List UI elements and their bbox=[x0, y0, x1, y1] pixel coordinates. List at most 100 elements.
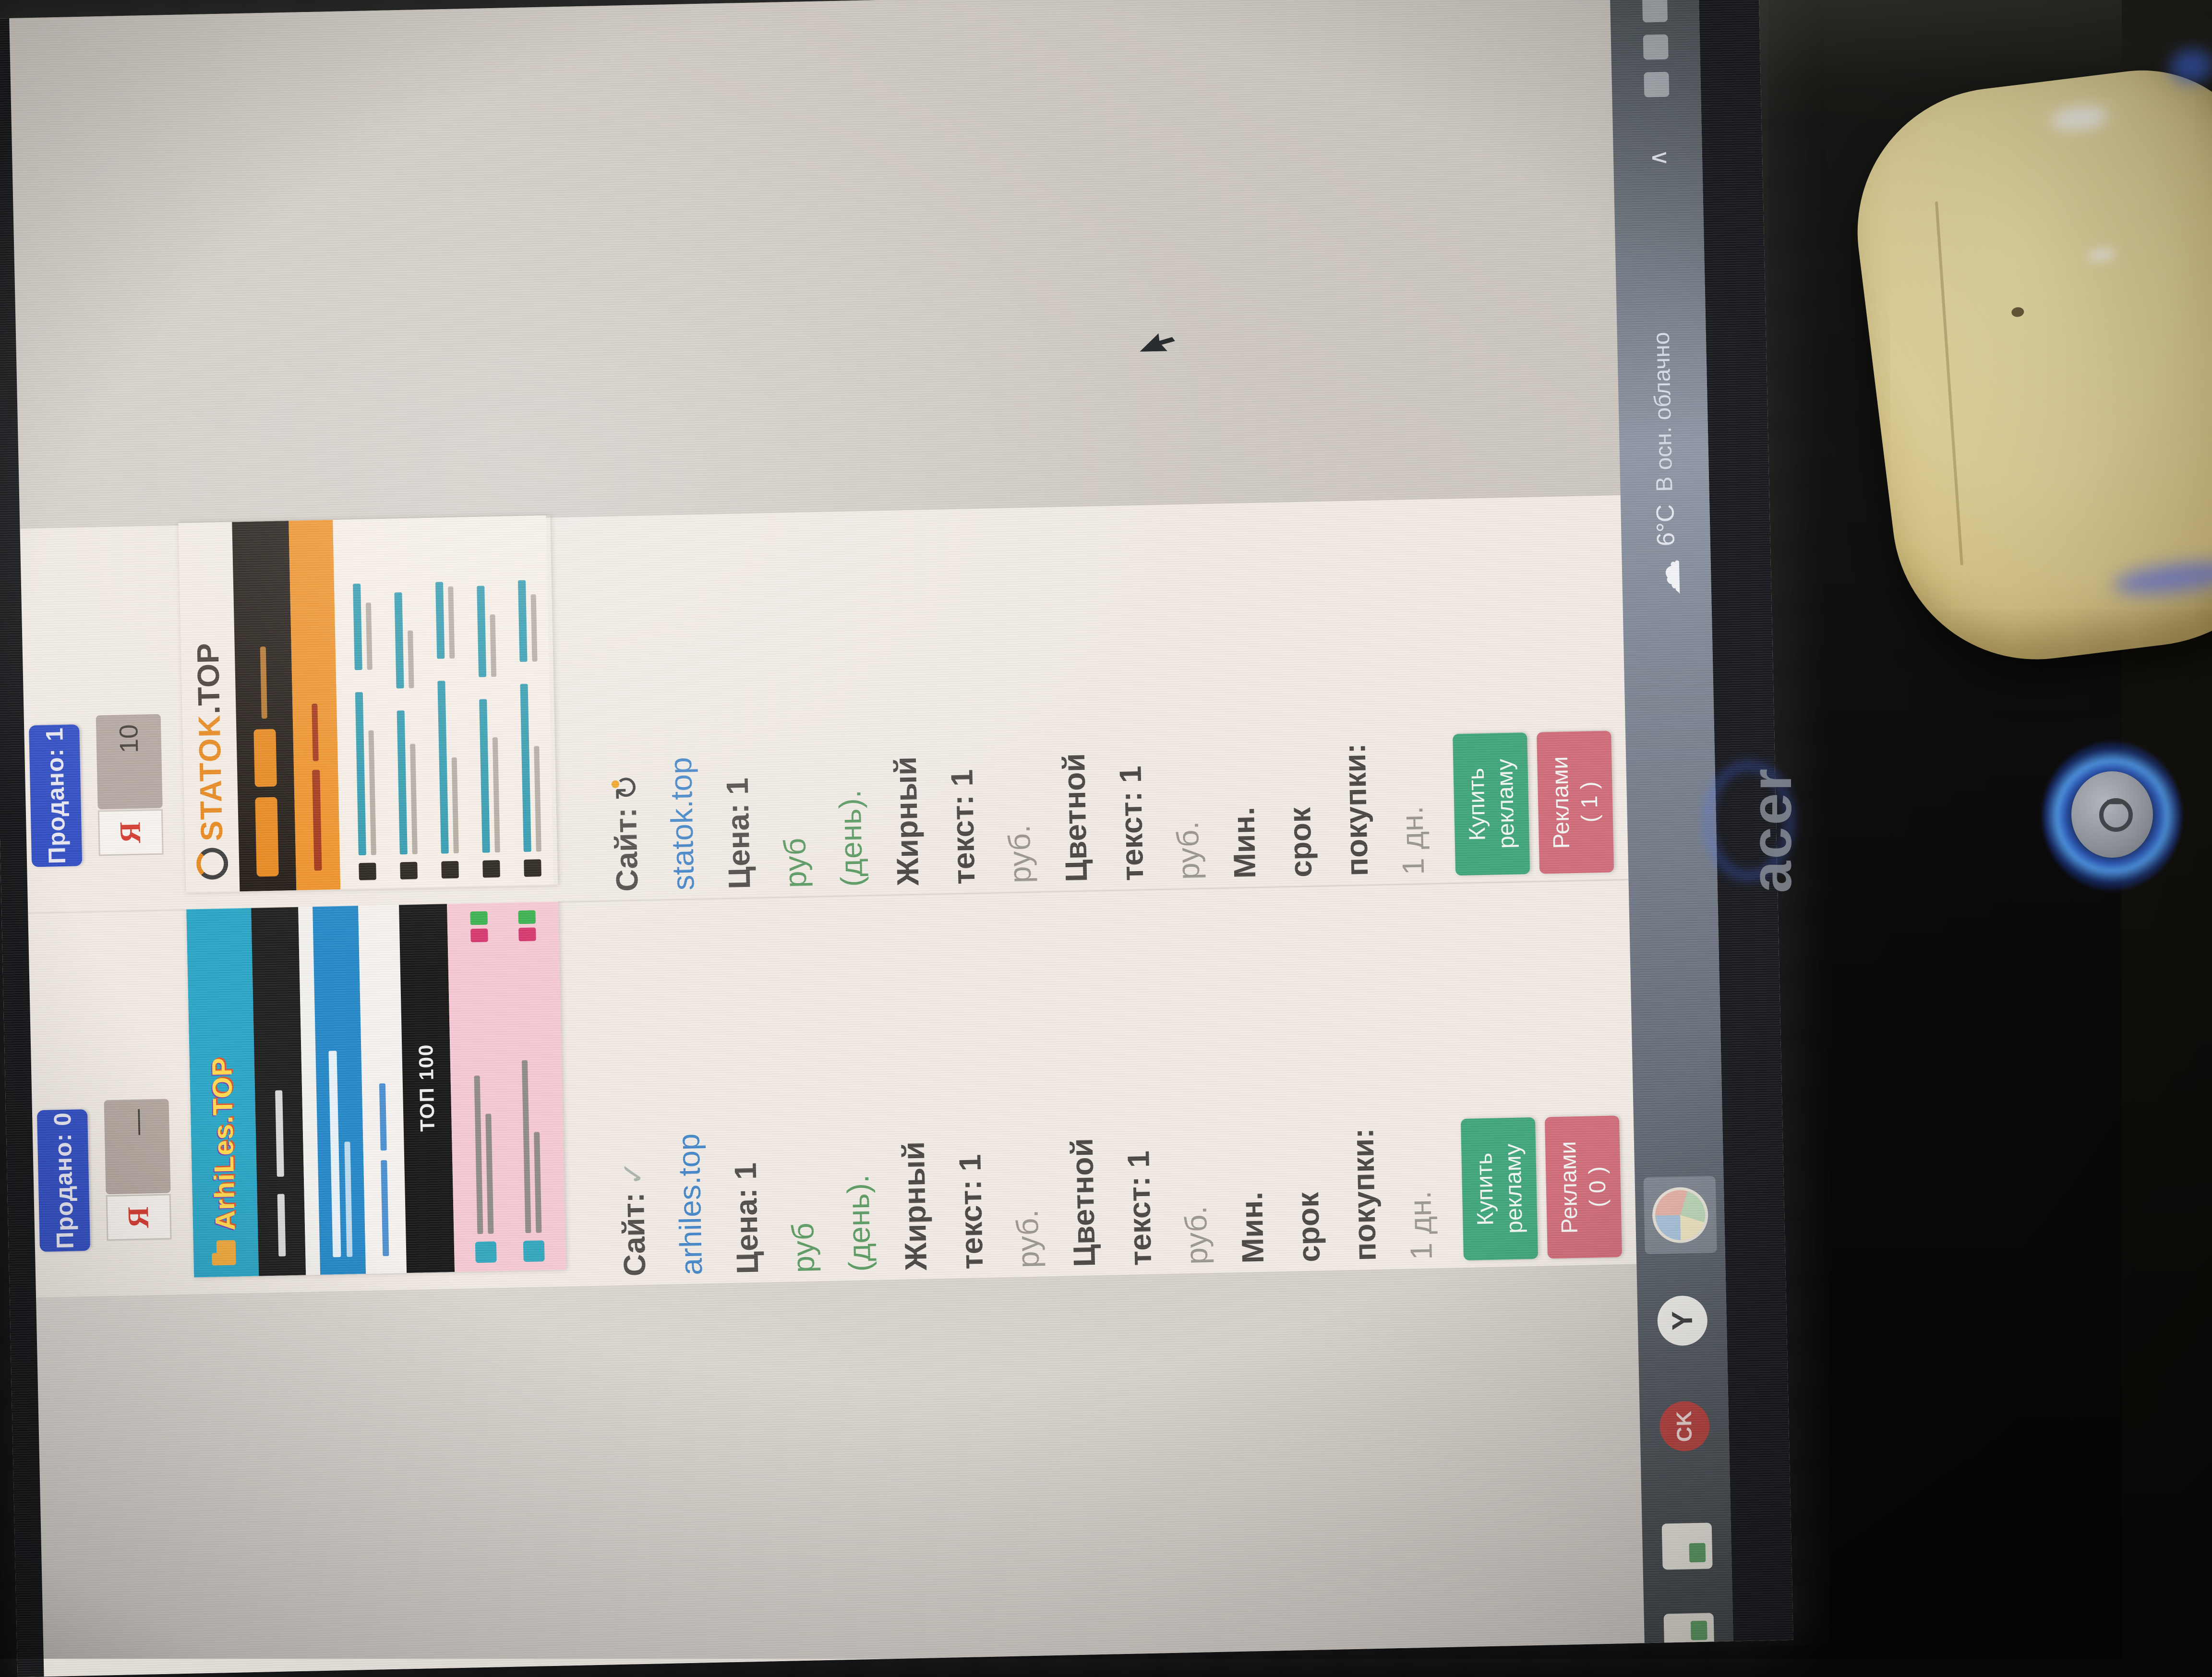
check-icon: ✓ bbox=[616, 1161, 650, 1186]
rank-badge bbox=[359, 862, 376, 881]
banner-nav bbox=[251, 905, 306, 1276]
list-item bbox=[381, 518, 430, 880]
folder-icon bbox=[216, 1240, 236, 1266]
banner-logo-suffix: .TOP bbox=[190, 643, 227, 715]
price-line: руб. bbox=[1178, 1205, 1214, 1265]
yandex-browser-icon: Я bbox=[97, 809, 164, 856]
price-line: Цветной bbox=[1056, 753, 1094, 883]
site-chip-icon bbox=[523, 1240, 545, 1262]
buy-ad-button[interactable]: Купить рекламу bbox=[1453, 732, 1530, 876]
weather-condition: В осн. облачно bbox=[1648, 332, 1678, 492]
rank-badge bbox=[400, 862, 418, 880]
tray-icon[interactable] bbox=[1642, 0, 1668, 23]
site-link[interactable]: statok.top bbox=[663, 756, 701, 891]
price-line: руб bbox=[785, 1222, 821, 1273]
list-item bbox=[505, 515, 553, 877]
cloud-icon: ☁ bbox=[1645, 558, 1688, 597]
price-lines: Цена: 1 руб (день). Жирный текст: 1 руб. Цветн… bbox=[712, 895, 1450, 1275]
price-line: покупки: bbox=[1337, 743, 1375, 877]
tray-chevron-icon[interactable]: ∧ bbox=[1644, 148, 1671, 167]
list-item bbox=[503, 907, 558, 1262]
rank-badge bbox=[441, 861, 459, 879]
yandex-letter: Я bbox=[114, 821, 147, 844]
weather-temp: 6°C bbox=[1651, 504, 1680, 547]
tray-icon[interactable] bbox=[1643, 72, 1669, 97]
price-line: Жирный bbox=[888, 756, 926, 886]
green-badge bbox=[470, 911, 488, 925]
card-details: Сайт: ↻ statok.top Цена: 1 руб (день). Жирны… bbox=[591, 510, 1442, 892]
weather-widget[interactable]: ☁ 6°C В осн. облачно bbox=[1617, 331, 1711, 597]
ads-count-button[interactable]: Реклами ( 0 ) bbox=[1544, 1115, 1622, 1259]
refresh-arrow-icon: ↻ bbox=[608, 774, 645, 802]
price-lines: Цена: 1 руб (день). Жирный текст: 1 руб. Цветн… bbox=[704, 510, 1442, 890]
banner-top100-row: ТОП 100 bbox=[399, 902, 455, 1273]
system-tray[interactable] bbox=[1610, 0, 1701, 98]
price-line: Цена: 1 bbox=[720, 777, 757, 890]
banner-list bbox=[333, 515, 554, 889]
ads-count-button[interactable]: Реклами ( 1 ) bbox=[1537, 731, 1614, 874]
arhiles-banner-preview[interactable]: ArhiLes.TOP ТОП 100 bbox=[186, 900, 566, 1278]
rank-badge bbox=[524, 859, 541, 877]
laptop-screen: Продано: 0 Я — ArhiLes.TOP ТОП 100 bbox=[0, 0, 1793, 1677]
price-line: Цветной bbox=[1064, 1138, 1102, 1268]
price-line: покупки: bbox=[1345, 1127, 1383, 1262]
price-line: Цена: 1 bbox=[728, 1162, 765, 1275]
list-item bbox=[463, 516, 512, 878]
price-line: текст: 1 bbox=[1121, 1150, 1158, 1266]
site-link-row: arhiles.top bbox=[656, 910, 720, 1276]
files-app-icon[interactable] bbox=[1642, 1517, 1731, 1576]
yandex-browser-taskbar-icon[interactable]: Y bbox=[1637, 1291, 1727, 1351]
power-icon bbox=[2099, 798, 2133, 832]
price-line: текст: 1 bbox=[1113, 765, 1150, 882]
red-badge bbox=[518, 927, 536, 942]
price-line: срок bbox=[1282, 807, 1319, 878]
banner-logo: STATOK bbox=[192, 714, 229, 842]
green-badge bbox=[518, 910, 536, 924]
statok-banner-preview[interactable]: STATOK .TOP bbox=[178, 515, 558, 893]
site-row: Сайт: ↻ bbox=[591, 526, 656, 892]
banner-logo: ArhiLes.TOP bbox=[206, 1057, 241, 1231]
banner-list bbox=[446, 900, 566, 1272]
chrome-browser-taskbar-icon[interactable] bbox=[1635, 1181, 1725, 1250]
refresh-arrow-icon bbox=[196, 847, 228, 880]
list-item bbox=[455, 908, 510, 1263]
ok-app-icon[interactable]: CK bbox=[1639, 1397, 1729, 1456]
price-line: 1 дн. bbox=[1395, 805, 1431, 875]
acer-logo: acer bbox=[1739, 767, 1803, 893]
buy-ad-button[interactable]: Купить рекламу bbox=[1460, 1117, 1539, 1261]
counter-box: 10 bbox=[96, 714, 163, 810]
tray-icon[interactable] bbox=[1643, 34, 1669, 60]
site-link[interactable]: arhiles.top bbox=[671, 1133, 709, 1276]
site-card-arhiles: Продано: 0 Я — ArhiLes.TOP ТОП 100 bbox=[28, 880, 1637, 1298]
price-line: руб. bbox=[1170, 821, 1206, 880]
price-line: текст: 1 bbox=[952, 1154, 990, 1270]
power-button bbox=[2043, 742, 2182, 890]
sold-count-badge: Продано: 1 bbox=[29, 724, 83, 867]
list-item bbox=[422, 517, 471, 879]
site-chip-icon bbox=[475, 1241, 497, 1263]
price-line: срок bbox=[1290, 1192, 1327, 1263]
price-line: Жирный bbox=[896, 1141, 934, 1271]
price-line: текст: 1 bbox=[944, 769, 982, 885]
banner-nav bbox=[232, 521, 297, 892]
site-row: Сайт: ✓ bbox=[599, 911, 663, 1277]
banner-header: STATOK .TOP bbox=[178, 522, 240, 893]
counter-box: — bbox=[104, 1099, 171, 1195]
red-badge bbox=[470, 928, 488, 943]
yandex-letter: Я bbox=[122, 1206, 156, 1229]
card-details: Сайт: ✓ arhiles.top Цена: 1 руб (день). Жирн… bbox=[599, 895, 1450, 1277]
price-line: 1 дн. bbox=[1403, 1190, 1439, 1260]
banner-blue-row bbox=[313, 904, 366, 1275]
site-card-statok: Продано: 1 Я 10 STATOK .TOP bbox=[20, 495, 1629, 913]
mouse-cursor bbox=[1139, 326, 1175, 352]
sold-count-badge: Продано: 0 bbox=[36, 1109, 91, 1252]
banner-orange-row bbox=[289, 520, 341, 890]
site-row-label: Сайт: bbox=[615, 1192, 652, 1277]
yandex-browser-icon: Я bbox=[106, 1194, 172, 1241]
price-line: (день). bbox=[841, 1174, 878, 1272]
banner-header: ArhiLes.TOP bbox=[186, 906, 259, 1278]
nav-button bbox=[253, 729, 277, 787]
nav-button bbox=[255, 797, 279, 877]
list-item bbox=[339, 519, 388, 881]
price-line: Мин. bbox=[1226, 806, 1262, 879]
